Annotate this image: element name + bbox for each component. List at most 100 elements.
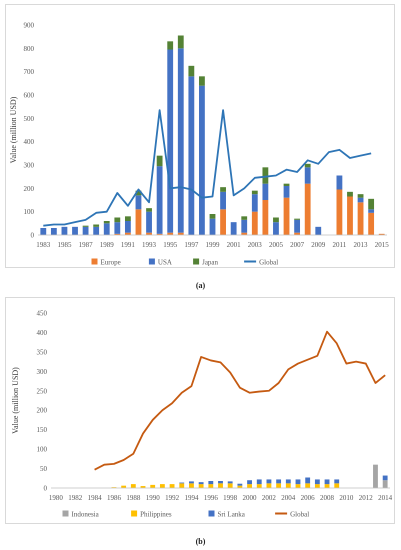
x-tick-label: 1998 bbox=[223, 494, 238, 502]
x-tick-label: 1993 bbox=[142, 241, 157, 249]
bar-europe bbox=[262, 200, 269, 235]
x-tick-label: 2012 bbox=[359, 494, 374, 502]
bar-japan bbox=[114, 217, 121, 223]
bar-usa bbox=[114, 222, 121, 234]
bar-sri-lanka bbox=[198, 482, 204, 485]
legend-swatch-philippines bbox=[131, 510, 138, 517]
bar-usa bbox=[82, 226, 89, 235]
x-tick-label: 2000 bbox=[243, 494, 258, 502]
x-tick-label: 1995 bbox=[163, 241, 178, 249]
y-tick-label: 900 bbox=[24, 22, 35, 30]
y-tick-label: 0 bbox=[44, 485, 48, 493]
legend-label-sri-lanka: Sri Lanka bbox=[218, 511, 246, 519]
x-tick-label: 2004 bbox=[281, 494, 296, 502]
bar-usa bbox=[336, 175, 343, 190]
x-tick-label: 2015 bbox=[375, 241, 390, 249]
y-tick-label: 200 bbox=[37, 407, 48, 415]
x-tick-label: 1997 bbox=[184, 241, 199, 249]
y-axis-title: Value (million USD) bbox=[11, 367, 20, 434]
y-tick-label: 450 bbox=[37, 310, 48, 318]
bar-usa bbox=[273, 222, 279, 235]
line-global bbox=[94, 330, 386, 471]
bar-sri-lanka bbox=[218, 481, 223, 484]
x-tick-label: 1986 bbox=[107, 494, 122, 502]
x-tick-label: 1982 bbox=[68, 494, 83, 502]
y-tick-label: 0 bbox=[31, 232, 35, 240]
y-tick-label: 300 bbox=[37, 368, 48, 376]
bar-sri-lanka bbox=[382, 475, 388, 481]
bar-europe bbox=[220, 209, 226, 235]
bar-japan bbox=[283, 183, 290, 186]
chart-a-panel: 0 100 200 300 400 500 600 700 800 900 Value (milli… bbox=[5, 4, 395, 268]
bar-europe bbox=[283, 197, 290, 235]
y-tick-label: 250 bbox=[37, 387, 48, 395]
y-tick-label: 350 bbox=[37, 348, 48, 356]
legend-swatch-sri-lanka bbox=[208, 510, 215, 517]
bar-usa bbox=[103, 223, 110, 235]
legend-label-japan: Japan bbox=[202, 259, 218, 267]
y-tick-label: 150 bbox=[37, 426, 48, 434]
bar-japan bbox=[82, 225, 89, 227]
bar-philippines bbox=[130, 484, 136, 488]
bar-usa bbox=[61, 226, 68, 235]
bar-europe bbox=[146, 232, 152, 235]
bar-sri-lanka bbox=[227, 481, 233, 484]
x-tick-label: 2011 bbox=[333, 241, 347, 249]
bar-usa bbox=[368, 209, 375, 213]
bar-sri-lanka bbox=[295, 479, 301, 485]
x-tick-label: 2013 bbox=[354, 241, 369, 249]
x-tick-label: 2014 bbox=[378, 494, 393, 502]
x-tick-label: 2003 bbox=[248, 241, 263, 249]
y-tick-label: 400 bbox=[24, 138, 35, 146]
chart-b-caption: (b) bbox=[195, 537, 206, 546]
bar-sri-lanka bbox=[189, 481, 194, 484]
bar-sri-lanka bbox=[285, 479, 291, 484]
bar-japan bbox=[251, 190, 258, 195]
bar-europe bbox=[294, 232, 301, 235]
bar-philippines bbox=[276, 483, 282, 488]
bar-europe bbox=[241, 232, 248, 235]
bar-philippines bbox=[150, 484, 156, 488]
bar-sri-lanka bbox=[276, 479, 282, 484]
bar-philippines bbox=[169, 484, 175, 488]
bar-japan bbox=[273, 217, 279, 223]
x-tick-label: 1983 bbox=[36, 241, 51, 249]
bar-usa bbox=[167, 49, 174, 233]
y-tick-label: 100 bbox=[24, 208, 35, 216]
x-tick-label: 2002 bbox=[262, 494, 277, 502]
x-tick-label: 2006 bbox=[301, 494, 316, 502]
bar-usa bbox=[304, 167, 311, 184]
bar-japan bbox=[146, 208, 152, 212]
chart-a-svg: 0 100 200 300 400 500 600 700 800 900 Value (milli… bbox=[9, 22, 390, 267]
x-tick-label: 1988 bbox=[126, 494, 141, 502]
bar-sri-lanka bbox=[324, 479, 330, 485]
bar-usa bbox=[135, 195, 142, 210]
legend-swatch-indonesia bbox=[62, 510, 69, 517]
bar-japan bbox=[209, 214, 216, 219]
bar-japan bbox=[156, 155, 163, 167]
x-tick-label: 1980 bbox=[49, 494, 64, 502]
bar-japan bbox=[304, 163, 311, 168]
bar-sri-lanka bbox=[266, 479, 272, 484]
bar-europe bbox=[304, 183, 311, 235]
bar-philippines bbox=[324, 484, 330, 488]
bar-sri-lanka bbox=[179, 482, 185, 484]
bar-europe bbox=[378, 233, 385, 235]
bar-usa bbox=[40, 228, 47, 235]
x-tick-label: 1985 bbox=[57, 241, 72, 249]
x-tick-label: 1996 bbox=[204, 494, 219, 502]
bar-europe bbox=[156, 233, 163, 235]
x-tick-label: 1992 bbox=[165, 494, 180, 502]
bar-usa bbox=[146, 211, 152, 233]
bar-japan bbox=[188, 65, 195, 77]
bar-usa bbox=[294, 219, 301, 233]
bar-usa bbox=[209, 218, 216, 235]
bar-philippines bbox=[198, 484, 204, 488]
chart-a-caption: (a) bbox=[195, 281, 206, 290]
bar-sri-lanka bbox=[314, 479, 320, 485]
bar-indonesia bbox=[382, 480, 388, 488]
bar-europe bbox=[336, 189, 343, 235]
y-tick-label: 100 bbox=[37, 446, 48, 454]
x-tick-label: 1991 bbox=[121, 241, 136, 249]
legend-label-global: Global bbox=[259, 259, 278, 267]
